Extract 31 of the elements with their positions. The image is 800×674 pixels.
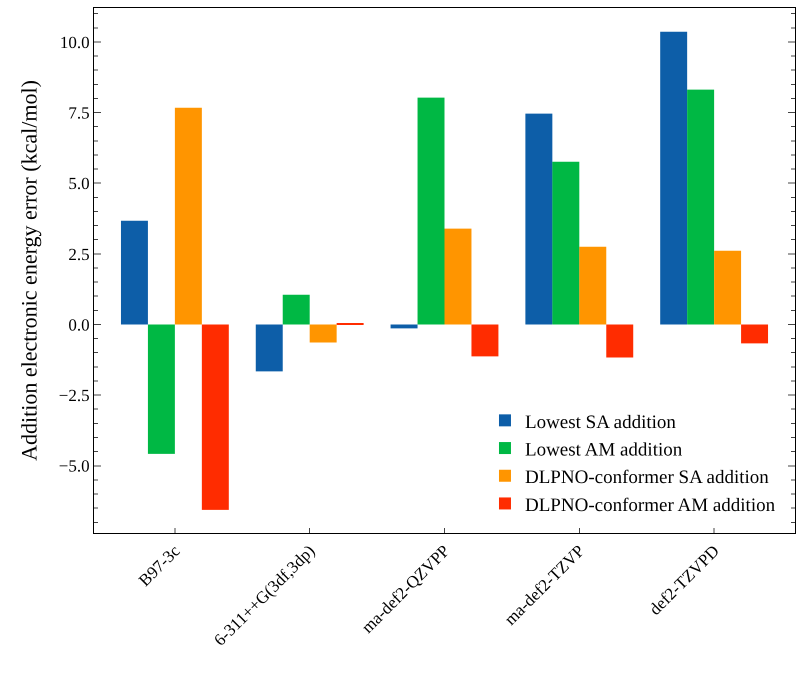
bar — [714, 250, 742, 324]
legend-label: DLPNO-conformer AM addition — [524, 494, 776, 516]
bar — [741, 324, 768, 344]
bar — [282, 294, 310, 324]
y-tick-label: 10.0 — [60, 32, 90, 52]
bar — [202, 324, 229, 510]
bar — [174, 108, 202, 324]
legend-label: DLPNO-conformer SA addition — [524, 467, 770, 488]
bar — [418, 98, 444, 324]
y-axis-title: Addition electronic energy error (kcal/mol) — [16, 80, 42, 461]
y-tick-label: −2.5 — [58, 386, 90, 406]
bar — [444, 228, 472, 324]
y-tick-label: 2.5 — [68, 244, 90, 264]
y-tick-label: 0.0 — [68, 315, 90, 334]
bar — [525, 114, 552, 324]
y-tick-label: −5.0 — [58, 456, 90, 476]
bar — [687, 90, 714, 324]
bar — [552, 162, 580, 324]
bar — [471, 324, 498, 356]
bar — [310, 324, 337, 343]
bar — [390, 324, 418, 328]
legend-label: Lowest AM addition — [524, 439, 683, 460]
bar — [256, 324, 283, 372]
bar — [148, 324, 175, 454]
bar — [660, 32, 688, 324]
bar — [120, 220, 148, 324]
bar — [579, 246, 606, 324]
y-tick-label: 7.5 — [68, 104, 90, 122]
bar — [606, 324, 634, 358]
legend-label: Lowest SA addition — [524, 412, 676, 433]
y-tick-label: 5.0 — [68, 174, 90, 194]
